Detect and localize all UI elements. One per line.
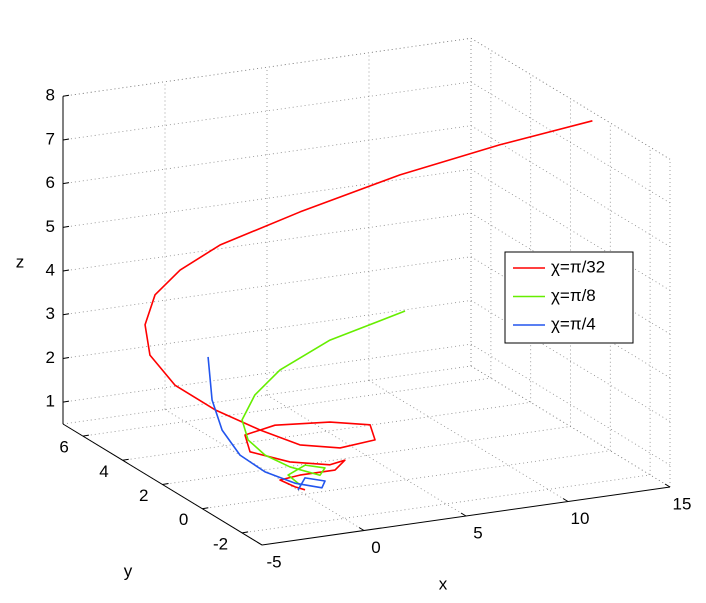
y-tick	[82, 434, 89, 437]
y-tick-label: 2	[139, 486, 148, 505]
z-tick	[62, 356, 70, 359]
grid-line	[62, 37, 472, 97]
z-tick-label: 2	[46, 348, 55, 367]
y-tick	[202, 507, 209, 510]
data-line	[144, 120, 593, 491]
z-tick-label: 4	[46, 261, 55, 280]
grid-line	[266, 394, 467, 517]
grid-line	[82, 377, 491, 437]
grid-line	[470, 125, 671, 247]
z-tick-label: 8	[46, 86, 55, 105]
grid-line	[470, 81, 671, 204]
x-tick	[256, 541, 263, 546]
z-tick	[62, 94, 70, 97]
grid-line	[62, 125, 472, 185]
z-tick-label: 6	[46, 173, 55, 192]
grid-line	[62, 168, 472, 228]
grid-line	[470, 343, 671, 466]
z-tick	[62, 182, 70, 185]
grid-line	[62, 81, 472, 141]
x-tick	[562, 498, 569, 502]
z-tick	[62, 400, 70, 403]
grid-line	[62, 300, 472, 359]
legend-label: χ=π/8	[551, 286, 596, 305]
grid-line	[368, 380, 569, 502]
legend-label: χ=π/32	[551, 257, 605, 276]
box-edge	[62, 37, 472, 97]
x-tick-label: 15	[673, 494, 692, 513]
y-tick-label: 0	[179, 510, 188, 529]
grid-line	[202, 450, 611, 510]
y-tick-label: 4	[99, 462, 108, 481]
grid-line	[62, 212, 472, 272]
z-tick-label: 3	[46, 304, 55, 323]
grid-line	[470, 169, 671, 291]
y-axis-label: y	[124, 561, 133, 580]
box-edge	[62, 365, 472, 425]
x-tick-label: 5	[473, 523, 482, 542]
grid-line	[162, 426, 571, 485]
data-line	[207, 356, 326, 491]
z-tick	[62, 313, 70, 316]
y-tick	[122, 458, 129, 461]
legend-box	[504, 251, 634, 344]
x-tick-label: 0	[371, 538, 380, 557]
legend-label: χ=π/4	[551, 314, 596, 333]
grid-line	[470, 37, 671, 160]
grid-line	[164, 409, 365, 531]
z-axis-label: z	[16, 252, 25, 271]
x-tick	[460, 512, 467, 517]
z-tick-label: 7	[46, 129, 55, 148]
z-tick-label: 1	[46, 392, 55, 411]
grid-line	[122, 401, 531, 461]
grid-line	[62, 343, 472, 403]
x-tick-label: 10	[571, 509, 590, 528]
y-tick-label: 6	[59, 438, 68, 457]
grid-line	[62, 256, 472, 316]
x-tick	[664, 483, 671, 488]
x-axis-label: x	[439, 574, 448, 593]
data-line	[241, 310, 406, 486]
z-tick	[62, 138, 70, 141]
y-tick	[242, 531, 249, 534]
grid-line	[242, 474, 651, 534]
x-tick	[358, 527, 365, 531]
z-tick	[62, 225, 70, 228]
x-tick-label: -5	[266, 552, 281, 571]
y-tick	[162, 483, 169, 485]
z-tick	[62, 269, 70, 272]
grid-line	[470, 300, 671, 422]
y-tick-label: -2	[213, 534, 228, 553]
z-tick-label: 5	[46, 217, 55, 236]
